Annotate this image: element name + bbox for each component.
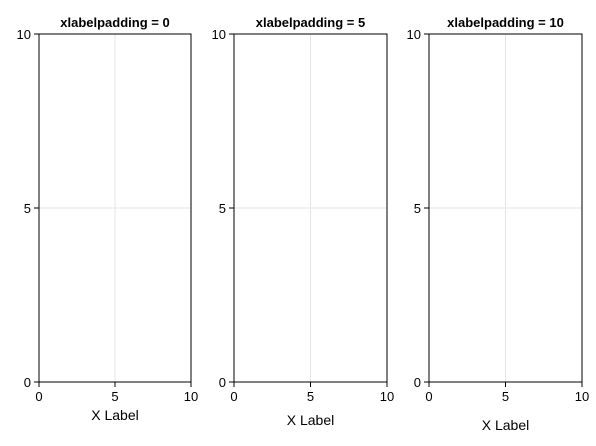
y-tick-label: 10 [17, 27, 31, 42]
x-tick-label: 10 [575, 389, 589, 404]
y-tick-label: 0 [219, 375, 226, 390]
subplot-2: xlabelpadding = 5 0 5 10 0 5 10 X Label [212, 15, 395, 428]
x-tick-label: 0 [425, 389, 432, 404]
y-tick-label: 5 [414, 201, 421, 216]
x-tick-label: 0 [35, 389, 42, 404]
x-axis-label: X Label [91, 407, 138, 423]
subplot-title: xlabelpadding = 5 [256, 15, 365, 30]
x-tick-label: 5 [502, 389, 509, 404]
x-tick-label: 10 [184, 389, 198, 404]
x-tick-label: 0 [230, 389, 237, 404]
x-axis-label: X Label [287, 412, 334, 428]
x-tick-label: 5 [111, 389, 118, 404]
x-axis-label: X Label [482, 417, 529, 433]
x-tick-label: 5 [307, 389, 314, 404]
y-tick-label: 0 [414, 375, 421, 390]
subplot-title: xlabelpadding = 10 [447, 15, 564, 30]
y-tick-label: 10 [212, 27, 226, 42]
x-tick-label: 10 [380, 389, 394, 404]
y-tick-label: 5 [219, 201, 226, 216]
y-tick-label: 10 [407, 27, 421, 42]
y-tick-label: 0 [24, 375, 31, 390]
y-tick-label: 5 [24, 201, 31, 216]
subplot-title: xlabelpadding = 0 [60, 15, 169, 30]
subplot-3: xlabelpadding = 10 0 5 10 0 5 10 X Label [407, 15, 590, 433]
subplot-1: xlabelpadding = 0 0 5 10 0 5 10 X Label [17, 15, 199, 423]
